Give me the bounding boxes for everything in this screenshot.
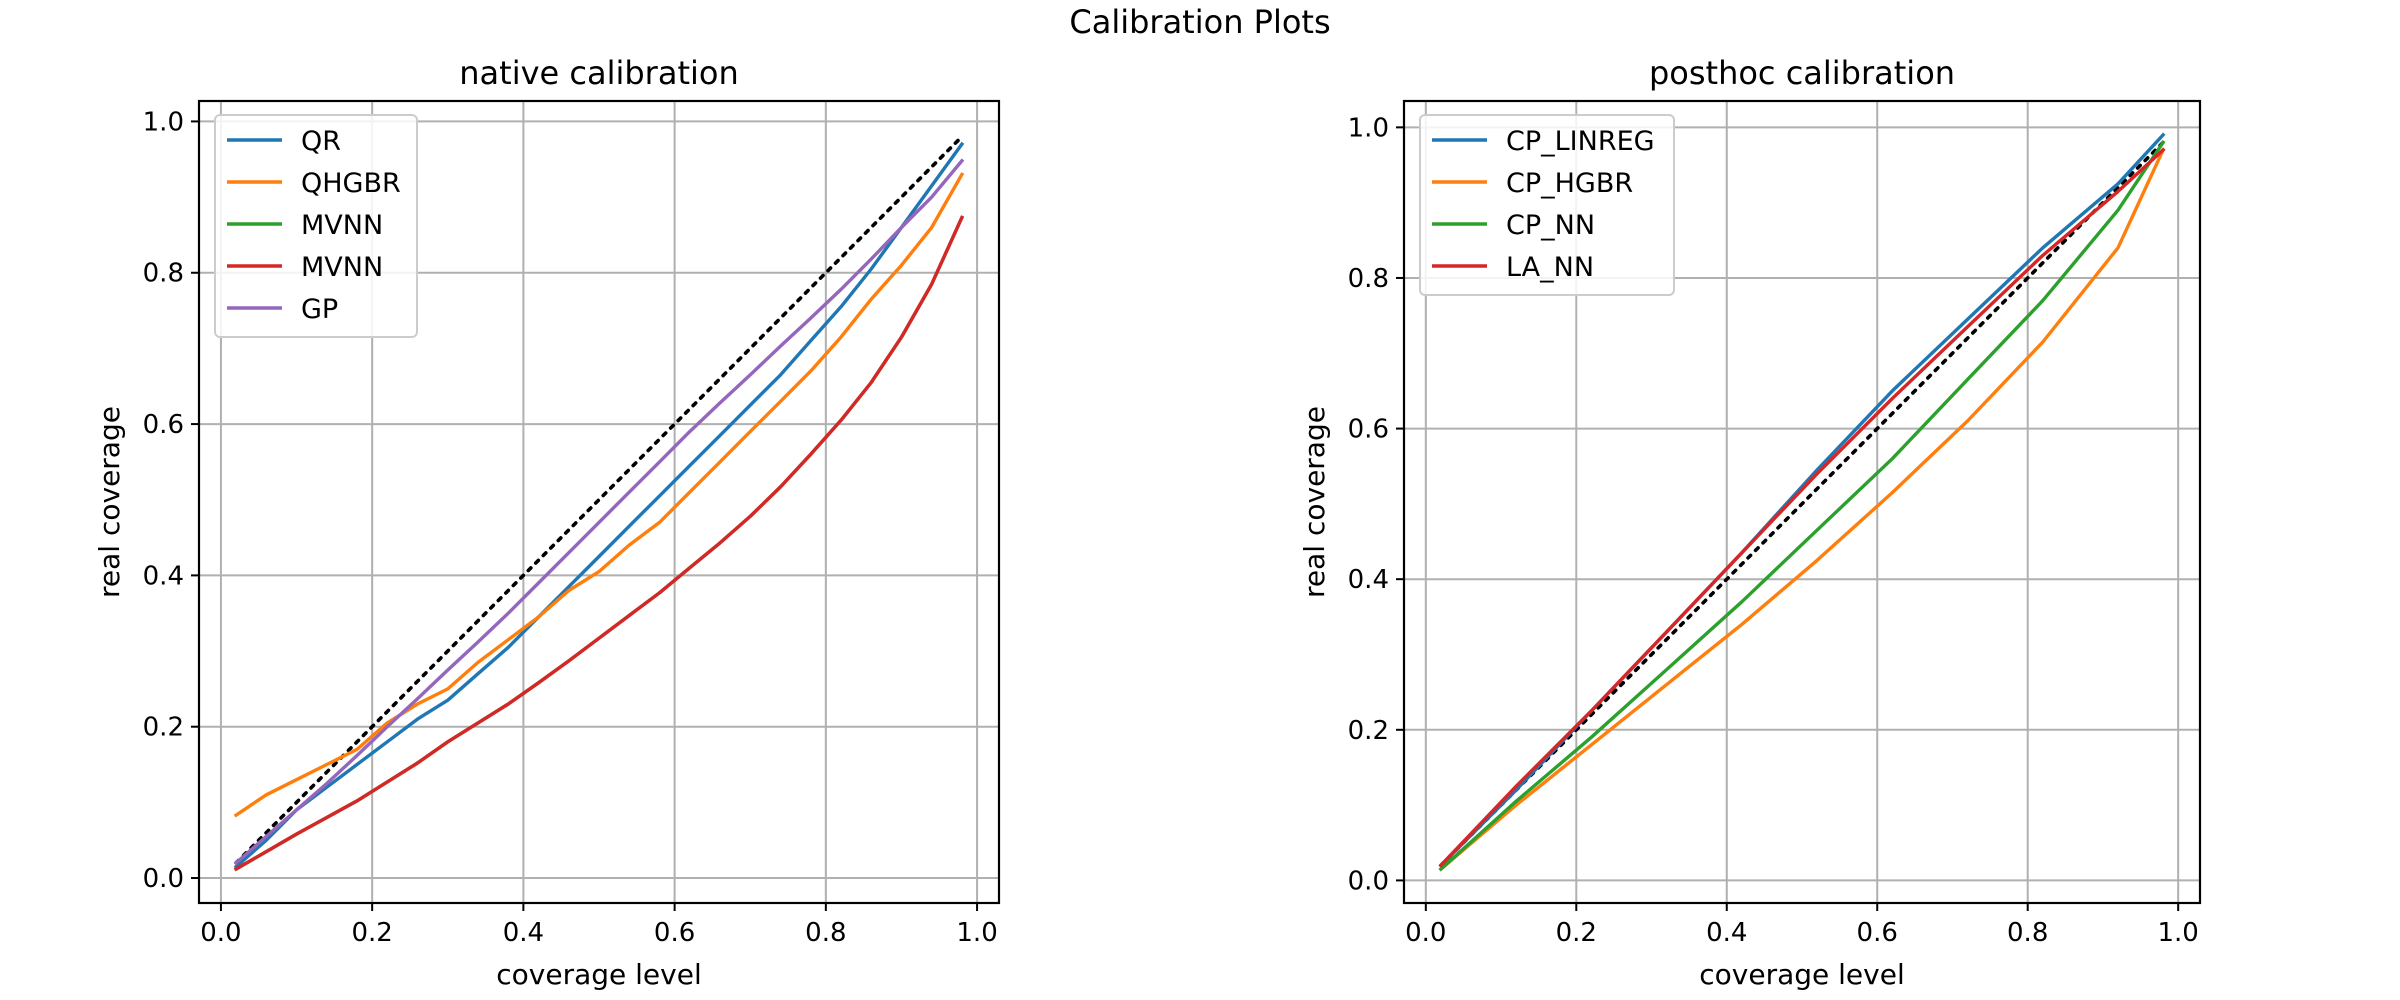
y-tick-label: 0.0 bbox=[143, 864, 184, 894]
axes-frame bbox=[1402, 99, 2202, 905]
chart-title: native calibration bbox=[459, 54, 738, 92]
grid bbox=[199, 101, 999, 903]
x-tick-label: 0.8 bbox=[805, 918, 846, 948]
y-axis-label: real coverage bbox=[1298, 406, 1331, 598]
x-tick-label: 0.4 bbox=[503, 918, 544, 948]
series-line-cp_hgbr bbox=[1438, 147, 2166, 872]
legend-label: CP_LINREG bbox=[1506, 126, 1655, 157]
legend: CP_LINREG CP_HGBR CP_NN LA_NN bbox=[1419, 114, 1675, 296]
x-tick-label: 0.0 bbox=[1405, 918, 1446, 948]
y-tick-label: 0.0 bbox=[1348, 866, 1389, 896]
x-axis-label: coverage level bbox=[496, 958, 701, 991]
x-axis-label: coverage level bbox=[1699, 958, 1904, 991]
y-tick-label: 0.4 bbox=[1348, 565, 1389, 595]
x-tick-label: 0.4 bbox=[1706, 918, 1747, 948]
x-tick-label: 0.0 bbox=[200, 918, 241, 948]
figure-title: Calibration Plots bbox=[1069, 3, 1330, 41]
y-tick-label: 0.8 bbox=[143, 259, 184, 289]
legend-label: CP_HGBR bbox=[1506, 168, 1633, 199]
legend-label: MVNN bbox=[301, 210, 383, 241]
y-tick-label: 1.0 bbox=[143, 107, 184, 137]
legend-label: QHGBR bbox=[301, 168, 401, 199]
y-tick-label: 0.2 bbox=[143, 713, 184, 743]
legend: QR QHGBR MVNN MVNN GP bbox=[214, 114, 418, 338]
chart-title: posthoc calibration bbox=[1649, 54, 1955, 92]
x-tick-label: 0.8 bbox=[2007, 918, 2048, 948]
series-line-mvnn bbox=[233, 215, 965, 872]
legend-box bbox=[1419, 114, 1675, 296]
legend-label: MVNN bbox=[301, 252, 383, 283]
axes-frame bbox=[197, 99, 1001, 905]
x-tick-label: 0.6 bbox=[654, 918, 695, 948]
series-line-cp_nn bbox=[1438, 140, 2166, 872]
legend-label: GP bbox=[301, 294, 338, 325]
x-tick-label: 0.2 bbox=[1556, 918, 1597, 948]
legend-label: QR bbox=[301, 126, 341, 157]
y-tick-label: 0.4 bbox=[143, 561, 184, 591]
series-line-qr bbox=[233, 141, 965, 870]
y-tick-label: 0.6 bbox=[1348, 415, 1389, 445]
y-tick-label: 0.6 bbox=[143, 410, 184, 440]
legend-box bbox=[214, 114, 418, 338]
legend-label: CP_NN bbox=[1506, 210, 1595, 241]
series-line-la_nn bbox=[1438, 147, 2166, 868]
y-axis-label: real coverage bbox=[93, 406, 126, 598]
y-tick-label: 0.2 bbox=[1348, 716, 1389, 746]
chart-panel-1: 0.0 0.2 0.4 0.6 0.8 1.0 0.0 0.2 0.4 0.6 0.8 1.0 nati… bbox=[93, 54, 1001, 991]
series-line-gp bbox=[233, 158, 965, 866]
x-tick-label: 1.0 bbox=[956, 918, 997, 948]
series-line-qhgbr bbox=[233, 172, 965, 818]
chart-panel-2: 0.0 0.2 0.4 0.6 0.8 1.0 0.0 0.2 0.4 0.6 0.8 1.0 post… bbox=[1298, 54, 2202, 991]
y-tick-label: 0.8 bbox=[1348, 264, 1389, 294]
x-tick-label: 0.2 bbox=[351, 918, 392, 948]
reference-line bbox=[234, 134, 964, 865]
x-tick-label: 0.6 bbox=[1857, 918, 1898, 948]
x-tick-label: 1.0 bbox=[2158, 918, 2199, 948]
legend-label: LA_NN bbox=[1506, 252, 1594, 283]
chart-panels: 0.0 0.2 0.4 0.6 0.8 1.0 0.0 0.2 0.4 0.6 0.8 1.0 nati… bbox=[93, 54, 2202, 991]
y-tick-label: 1.0 bbox=[1348, 113, 1389, 143]
